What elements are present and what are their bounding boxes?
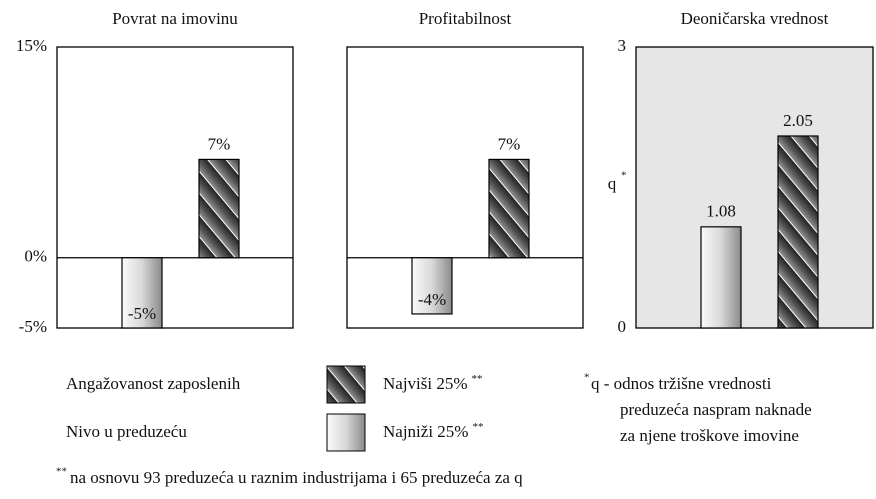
- legend-swatch: [326, 365, 366, 404]
- legend-entry: Najniži 25% **: [383, 421, 483, 441]
- chart-title: Profitabilnost: [419, 9, 512, 28]
- data-label: -5%: [128, 304, 156, 323]
- bar: [777, 135, 819, 329]
- data-label: 7%: [208, 134, 231, 153]
- data-label: 1.08: [706, 202, 736, 221]
- y-axis-label: q: [608, 174, 617, 193]
- y-tick-label: 0: [618, 317, 627, 336]
- footnote: ** na osnovu 93 preduzeća u raznim indus…: [56, 466, 523, 487]
- note-line: za njene troškove imovine: [620, 426, 799, 445]
- data-label: 7%: [498, 134, 521, 153]
- note-line: preduzeća naspram naknade: [620, 400, 812, 419]
- legend-group-label: Nivo u preduzeću: [66, 422, 187, 441]
- plot-frame: [56, 46, 294, 329]
- legend-group-label: Angažovanost zaposlenih: [66, 374, 241, 393]
- note-line: q - odnos tržišne vrednosti: [591, 374, 772, 393]
- data-label: 2.05: [783, 111, 813, 130]
- legend-entry: Najviši 25% **: [383, 373, 483, 393]
- y-axis-label-mark: *: [621, 170, 627, 182]
- footnote-mark: **: [56, 466, 67, 478]
- footnote-text: na osnovu 93 preduzeća u raznim industri…: [70, 468, 523, 487]
- legend-mark: **: [472, 421, 483, 433]
- legend-label: Najniži 25%: [383, 422, 468, 441]
- legend-label: Najviši 25%: [383, 374, 468, 393]
- legend: Angažovanost zaposlenih Nivo u preduzeću…: [66, 365, 483, 452]
- bar: [700, 226, 742, 329]
- y-tick-label: 0%: [24, 247, 47, 266]
- plot-frame: [346, 46, 584, 329]
- bar: [198, 158, 240, 259]
- y-tick-label: -5%: [19, 317, 47, 336]
- legend-mark: **: [472, 373, 483, 385]
- note-mark: *: [584, 372, 590, 384]
- chart-title: Deoničarska vrednost: [681, 9, 829, 28]
- y-tick-label: 15%: [16, 36, 47, 55]
- plot-frame: [635, 46, 874, 329]
- chart-title: Povrat na imovinu: [112, 9, 238, 28]
- data-label: -4%: [418, 290, 446, 309]
- bar: [411, 257, 453, 315]
- y-tick-label: 3: [618, 36, 627, 55]
- legend-swatch: [326, 413, 366, 452]
- bar: [488, 158, 530, 259]
- note: * q - odnos tržišne vrednosti preduzeća …: [584, 372, 812, 445]
- bar: [121, 257, 163, 329]
